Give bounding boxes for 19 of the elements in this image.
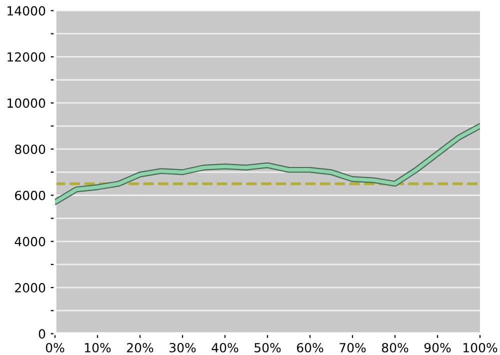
y-tick-label: 4000 — [14, 236, 46, 246]
y-tick-label: 8000 — [15, 144, 46, 154]
y-tick-label: 14000 — [8, 6, 46, 16]
x-tick-label: 50% — [254, 342, 281, 352]
x-tick-label: 70% — [340, 342, 366, 352]
x-tick-label: 40% — [212, 342, 238, 352]
x-tick-label: 80% — [382, 342, 408, 352]
x-tick-label: 30% — [170, 342, 196, 352]
y-tick-label: 0 — [38, 329, 46, 339]
x-tick-label: 0% — [46, 342, 64, 352]
x-tick-label: 10% — [84, 342, 111, 352]
x-tick-label: 20% — [127, 342, 154, 352]
x-tick-label: 60% — [296, 342, 324, 352]
y-tick-label: 10000 — [8, 98, 46, 108]
y-tick-label: 12000 — [8, 52, 46, 62]
y-tick-label: 2000 — [15, 283, 46, 292]
y-tick-label: 6000 — [15, 190, 46, 200]
x-tick-label: 90% — [424, 342, 451, 352]
x-tick-label: 100% — [464, 342, 498, 352]
